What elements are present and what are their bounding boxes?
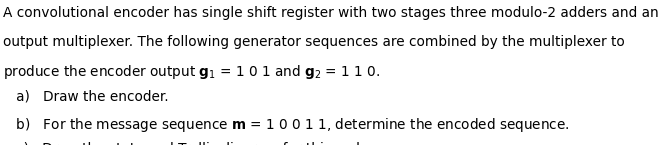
Text: output multiplexer. The following generator sequences are combined by the multip: output multiplexer. The following genera…	[3, 35, 625, 49]
Text: A convolutional encoder has single shift register with two stages three modulo-2: A convolutional encoder has single shift…	[3, 6, 659, 20]
Text: c)   Draw the state and Trellis diagram for this code.: c) Draw the state and Trellis diagram fo…	[3, 142, 373, 145]
Text: produce the encoder output $\mathbf{g}_1$ = 1 0 1 and $\mathbf{g}_2$ = 1 1 0.: produce the encoder output $\mathbf{g}_1…	[3, 63, 381, 81]
Text: a)   Draw the encoder.: a) Draw the encoder.	[3, 89, 169, 103]
Text: b)   For the message sequence $\mathbf{m}$ = 1 0 0 1 1, determine the encoded se: b) For the message sequence $\mathbf{m}$…	[3, 116, 570, 134]
